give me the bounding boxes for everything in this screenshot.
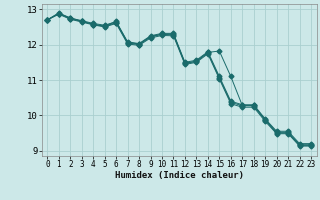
X-axis label: Humidex (Indice chaleur): Humidex (Indice chaleur) [115,171,244,180]
